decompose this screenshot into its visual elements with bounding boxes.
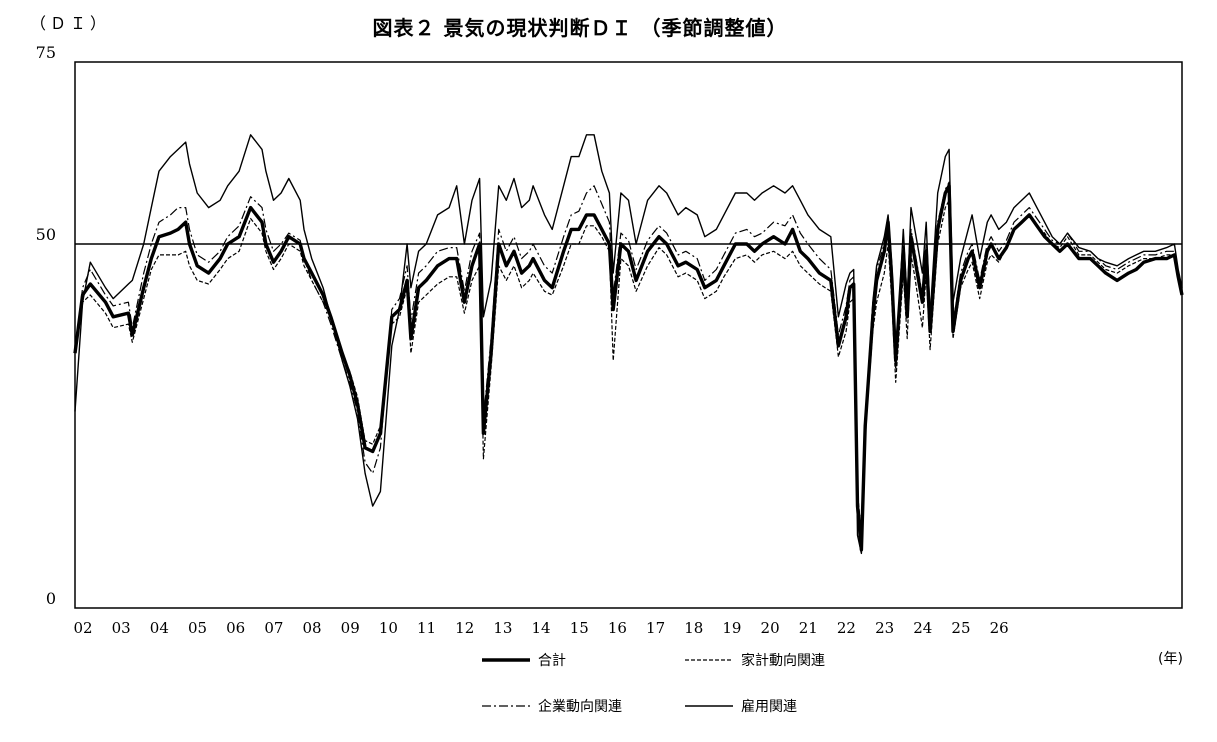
- x-tick-label: 17: [646, 619, 665, 637]
- x-tick-label: 09: [341, 619, 360, 637]
- legend-label-0: 合計: [538, 653, 566, 669]
- x-tick-label: 13: [493, 619, 512, 637]
- x-tick-label: 20: [761, 619, 780, 637]
- x-axis: 02 03 04 05 06 07 08 09 10 11 12 13 14 15 16 17 18 19 20 21…: [73, 619, 1008, 637]
- x-tick-label: 12: [455, 619, 474, 637]
- x-tick-label: 02: [73, 619, 92, 637]
- plot-frame: [74, 61, 1183, 609]
- series-line-3: [74, 134, 1183, 555]
- x-tick-label: 06: [226, 619, 245, 637]
- x-tick-label: 05: [188, 619, 207, 637]
- x-axis-unit-label: (年): [1158, 651, 1183, 667]
- legend-label-2: 企業動向関連: [538, 698, 622, 715]
- y-tick-label: 50: [36, 225, 56, 244]
- x-tick-label: 15: [570, 619, 589, 637]
- x-tick-label: 08: [302, 619, 321, 637]
- chart-title: 図表２ 景気の現状判断ＤＩ （季節調整値）: [372, 16, 788, 40]
- x-tick-label: 07: [264, 619, 283, 637]
- x-tick-label: 21: [799, 619, 818, 637]
- y-axis-unit-label: （ＤＩ）: [30, 14, 111, 33]
- y-tick-label: 0: [46, 589, 56, 608]
- x-tick-label: 19: [722, 619, 741, 637]
- x-tick-label: 16: [608, 619, 627, 637]
- legend-label-1: 家計動向関連: [741, 652, 825, 669]
- legend-label-3: 雇用関連: [741, 698, 797, 715]
- x-tick-label: 11: [417, 619, 436, 637]
- y-axis: 0 50 75: [36, 43, 56, 608]
- x-tick-label: 10: [379, 619, 398, 637]
- x-tick-label: 26: [990, 619, 1009, 637]
- x-tick-label: 24: [913, 619, 932, 637]
- x-tick-label: 18: [684, 619, 703, 637]
- series-group: [73, 134, 1184, 555]
- series-line-0: [73, 184, 1184, 552]
- x-tick-label: 25: [951, 619, 970, 637]
- x-tick-label: 03: [112, 619, 131, 637]
- x-tick-label: 23: [875, 619, 894, 637]
- series-line-2: [74, 181, 1183, 529]
- x-tick-label: 04: [150, 619, 169, 637]
- x-tick-label: 14: [532, 619, 551, 637]
- y-tick-label: 75: [36, 43, 56, 62]
- x-tick-label: 22: [837, 619, 856, 637]
- series-line-1: [74, 199, 1183, 536]
